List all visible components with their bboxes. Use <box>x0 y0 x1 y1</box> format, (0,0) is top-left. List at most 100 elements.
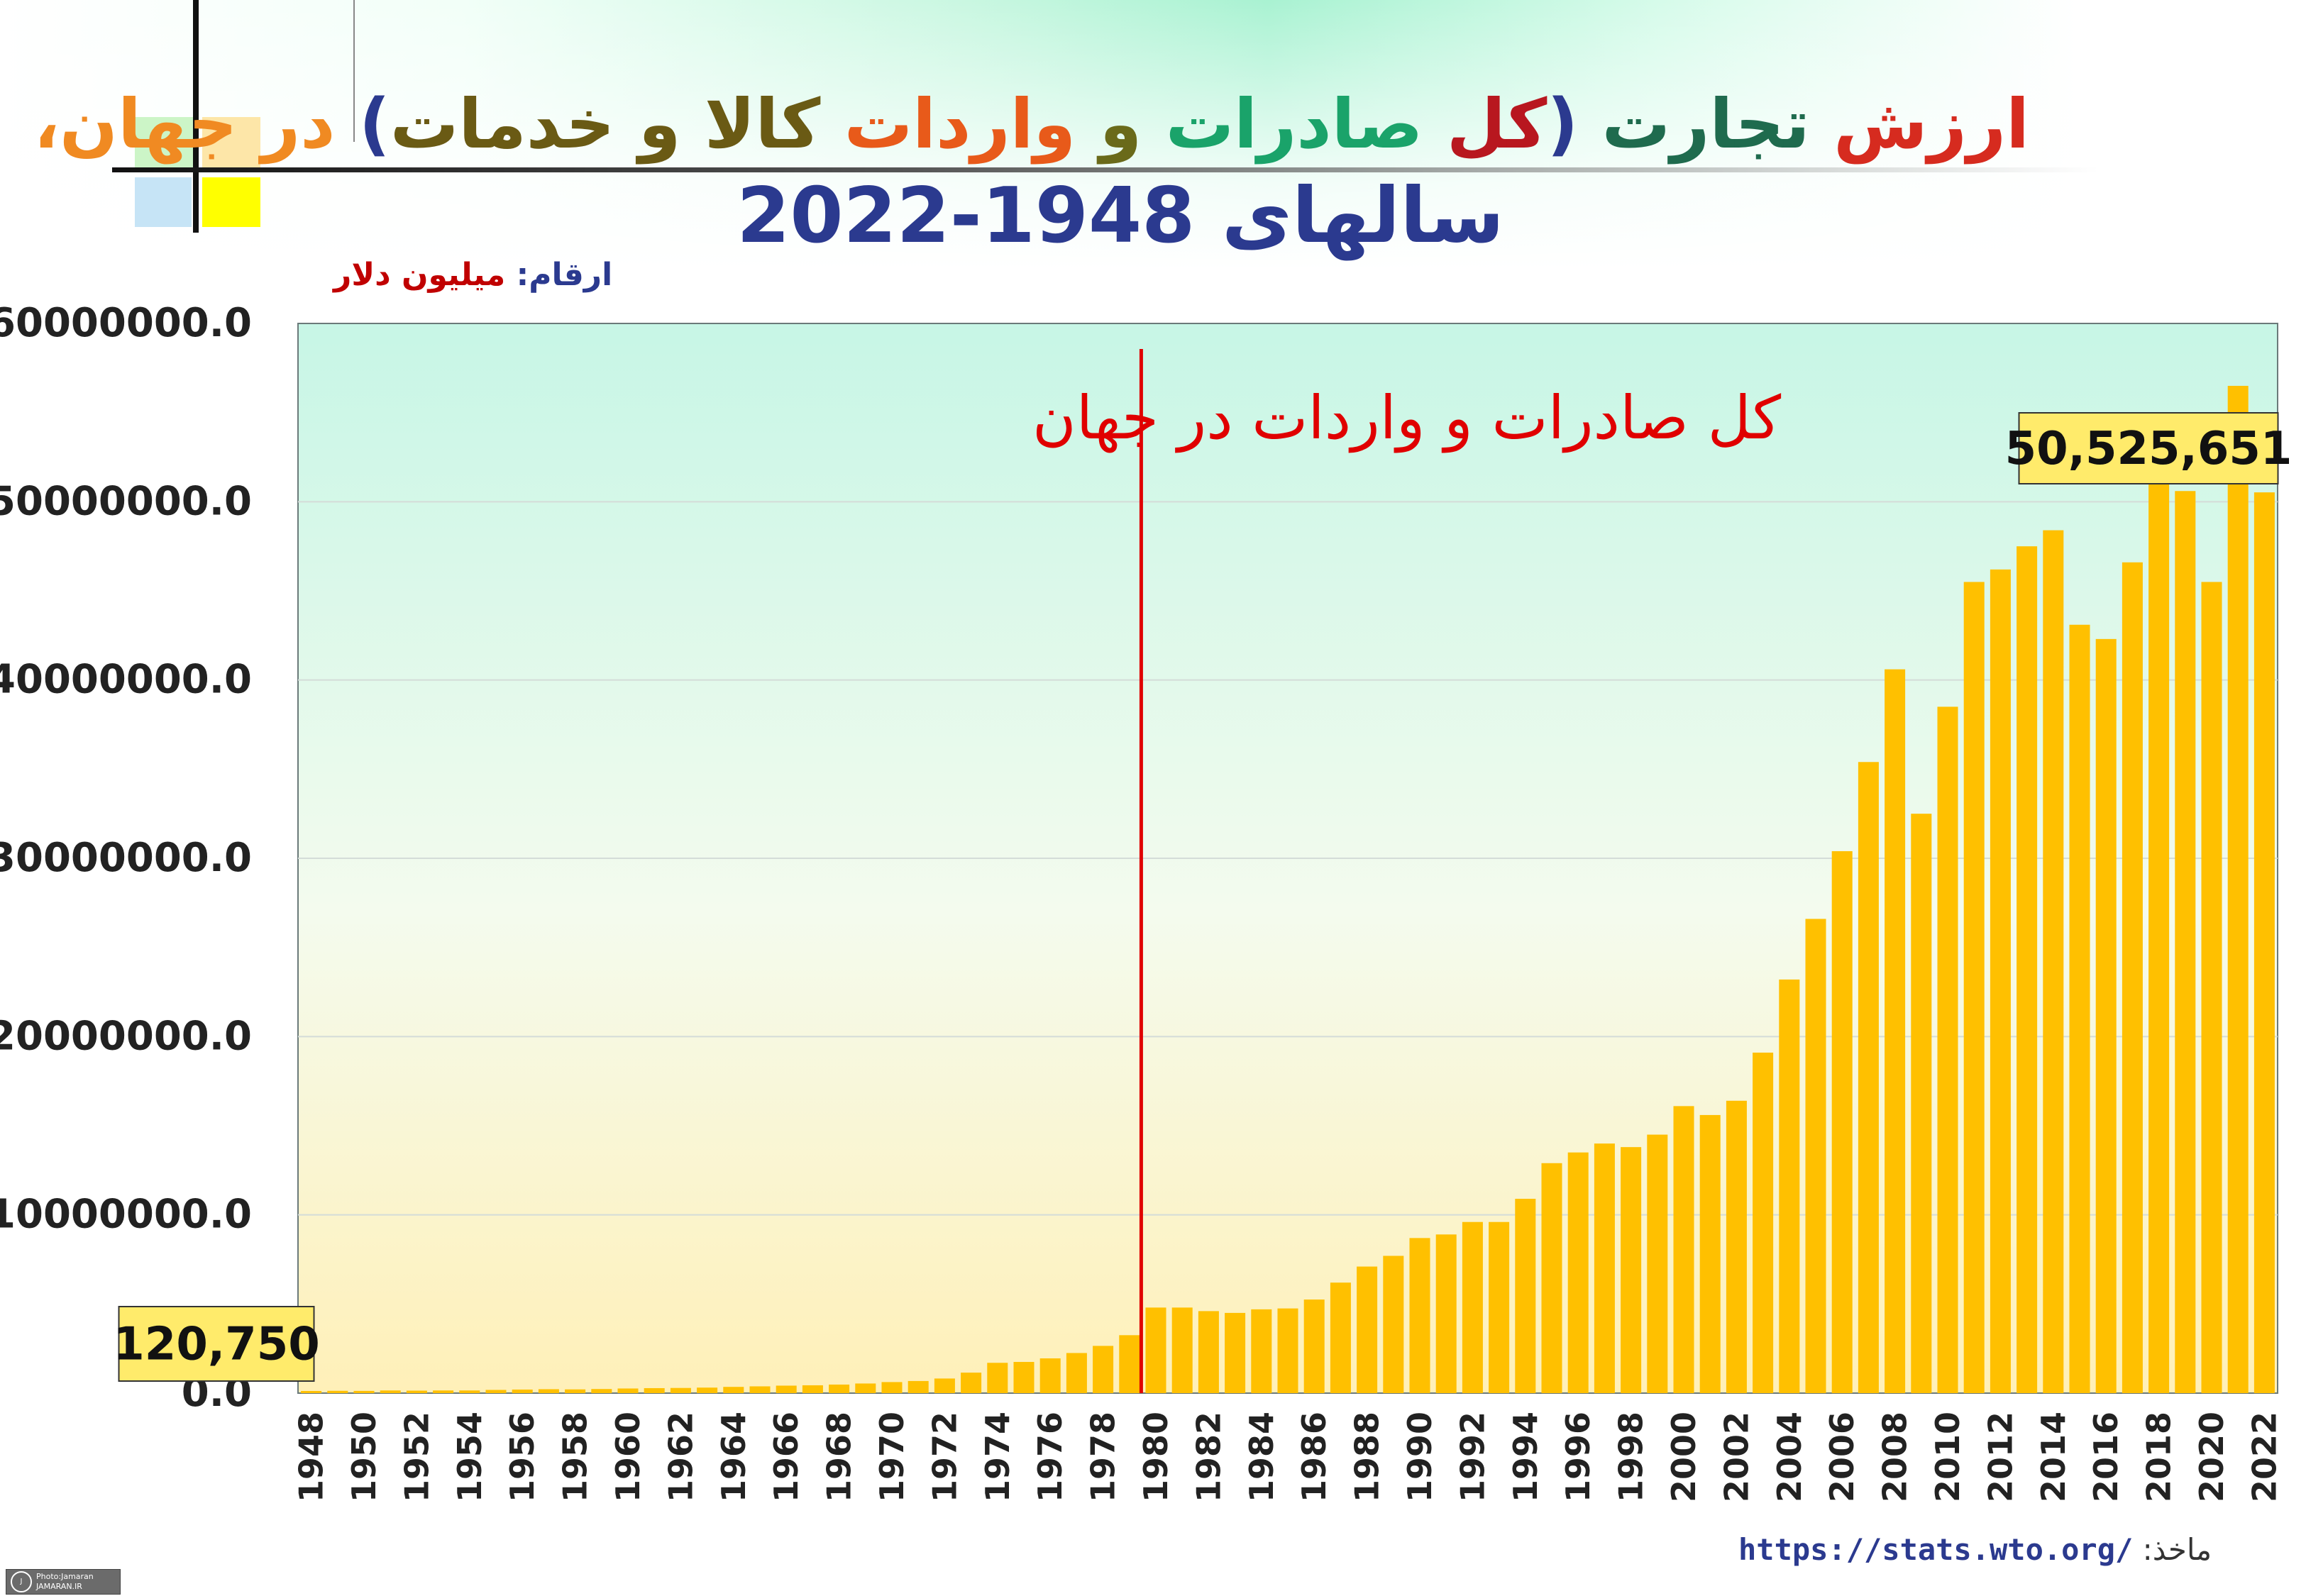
x-tick-label: 1958 <box>556 1412 595 1502</box>
photo-credit: J Photo:Jamaran JAMARAN.IR <box>6 1569 121 1595</box>
title-part: کالا و خدمات <box>390 84 821 164</box>
x-tick-label: 1950 <box>345 1412 383 1502</box>
bar-1960 <box>617 1388 639 1393</box>
deco-thin-line <box>353 0 355 142</box>
bar-2004 <box>1779 979 1800 1393</box>
callout-label: 50,525,651 <box>2005 423 2293 475</box>
bar-1956 <box>512 1389 533 1393</box>
bar-2007 <box>1858 762 1879 1393</box>
bar-2016 <box>2095 638 2117 1393</box>
deco-square-blue <box>135 177 192 227</box>
x-tick-label: 1984 <box>1242 1412 1281 1502</box>
bar-1955 <box>485 1390 507 1393</box>
bar-1983 <box>1225 1312 1246 1393</box>
bar-2010 <box>1937 706 1958 1393</box>
photo-credit-line: JAMARAN.IR <box>36 1582 82 1591</box>
jamaran-logo-icon: J <box>11 1571 32 1592</box>
bar-1994 <box>1515 1199 1536 1393</box>
y-tick-label: 20000000.0 <box>0 1013 252 1059</box>
bar-1948 <box>301 1390 322 1393</box>
deco-square-green <box>135 117 197 172</box>
chart-annotation: کل صادرات و واردات در جهان <box>1032 383 1781 453</box>
x-axis-ticks: 1948 1950 1952 1954 1956 1958 1960 1962 1964 1966… <box>292 1412 2284 1502</box>
callout-box <box>118 1306 315 1382</box>
x-tick-label: 1988 <box>1348 1412 1386 1502</box>
bar-1987 <box>1330 1282 1351 1393</box>
x-tick-label: 2016 <box>2087 1412 2125 1502</box>
source-label: ماخذ: <box>2142 1532 2212 1567</box>
x-tick-label: 1960 <box>609 1412 647 1502</box>
x-tick-label: 1974 <box>978 1412 1017 1502</box>
x-tick-label: 1982 <box>1189 1412 1228 1502</box>
y-tick-label: 40000000.0 <box>0 657 252 703</box>
bar-2003 <box>1753 1052 1774 1393</box>
bar-1972 <box>934 1378 955 1393</box>
x-tick-label: 1986 <box>1295 1412 1333 1502</box>
deco-vertical-line <box>193 0 199 233</box>
x-tick-label: 2014 <box>2034 1412 2073 1502</box>
bar-2000 <box>1673 1106 1694 1393</box>
x-tick-label: 1976 <box>1031 1412 1069 1502</box>
bar-1971 <box>907 1380 929 1393</box>
x-tick-label: 1972 <box>925 1412 964 1502</box>
bar-2022 <box>2253 492 2275 1393</box>
y-tick-label: 30000000.0 <box>0 835 252 881</box>
bar-1995 <box>1541 1163 1562 1393</box>
bar-1961 <box>644 1387 665 1393</box>
x-tick-label: 1966 <box>767 1412 805 1502</box>
bar-1997 <box>1594 1143 1615 1393</box>
x-tick-label: 1998 <box>1612 1412 1650 1502</box>
deco-square-yellow <box>202 177 260 227</box>
bar-1978 <box>1093 1346 1114 1393</box>
unit-note-value: میلیون دلار <box>333 257 506 293</box>
bars <box>301 385 2275 1394</box>
bar-1968 <box>829 1384 850 1393</box>
bar-1991 <box>1435 1234 1457 1393</box>
unit-note-label: ارقام: <box>516 257 613 293</box>
title-part: ) <box>335 84 390 164</box>
bar-2019 <box>2175 491 2196 1393</box>
bar-1999 <box>1647 1134 1668 1393</box>
deco-square-peach <box>202 117 260 172</box>
title-part: در جهان، <box>33 84 336 164</box>
x-tick-label: 2012 <box>1981 1412 2019 1502</box>
bar-2015 <box>2069 624 2090 1393</box>
y-tick-label: 50000000.0 <box>0 478 252 524</box>
bar-1977 <box>1066 1353 1087 1393</box>
bar-2005 <box>1805 919 1826 1393</box>
title-part: صادرات <box>1165 84 1423 164</box>
y-axis-ticks: 0.010000000.020000000.030000000.04000000… <box>0 300 252 1416</box>
x-tick-label: 1978 <box>1084 1412 1122 1502</box>
bar-2001 <box>1699 1114 1721 1393</box>
x-tick-label: 1990 <box>1401 1412 1439 1502</box>
bar-1974 <box>987 1363 1008 1393</box>
annotations: کل صادرات و واردات در جهان 120,750 50,525,… <box>113 349 2292 1393</box>
bar-1953 <box>433 1390 454 1393</box>
callout-label: 120,750 <box>113 1319 320 1371</box>
x-tick-label: 2008 <box>1876 1412 1914 1502</box>
bar-1959 <box>591 1389 612 1393</box>
bar-2008 <box>1885 669 1906 1393</box>
x-tick-label: 1996 <box>1559 1412 1597 1502</box>
bar-1951 <box>380 1390 401 1393</box>
bar-1957 <box>538 1389 559 1393</box>
bar-1949 <box>327 1390 348 1393</box>
bar-1954 <box>459 1390 480 1393</box>
y-tick-label: 10000000.0 <box>0 1192 252 1238</box>
bar-2011 <box>1963 582 1985 1393</box>
title-part: ارزش <box>1833 84 2029 164</box>
x-tick-label: 2000 <box>1665 1412 1703 1502</box>
x-tick-label: 2006 <box>1823 1412 1861 1502</box>
source-link[interactable]: https://stats.wto.org/ <box>1738 1532 2134 1567</box>
bar-1952 <box>406 1390 427 1393</box>
x-tick-label: 1962 <box>661 1412 700 1502</box>
bar-2014 <box>2043 530 2064 1394</box>
bar-1958 <box>565 1389 586 1393</box>
bar-2009 <box>1911 814 1932 1393</box>
bar-2002 <box>1726 1100 1747 1393</box>
bar-1975 <box>1013 1362 1035 1393</box>
bar-1998 <box>1621 1147 1642 1393</box>
bar-1992 <box>1462 1221 1483 1393</box>
x-tick-label: 2004 <box>1770 1412 1809 1502</box>
bar-1989 <box>1383 1256 1404 1393</box>
